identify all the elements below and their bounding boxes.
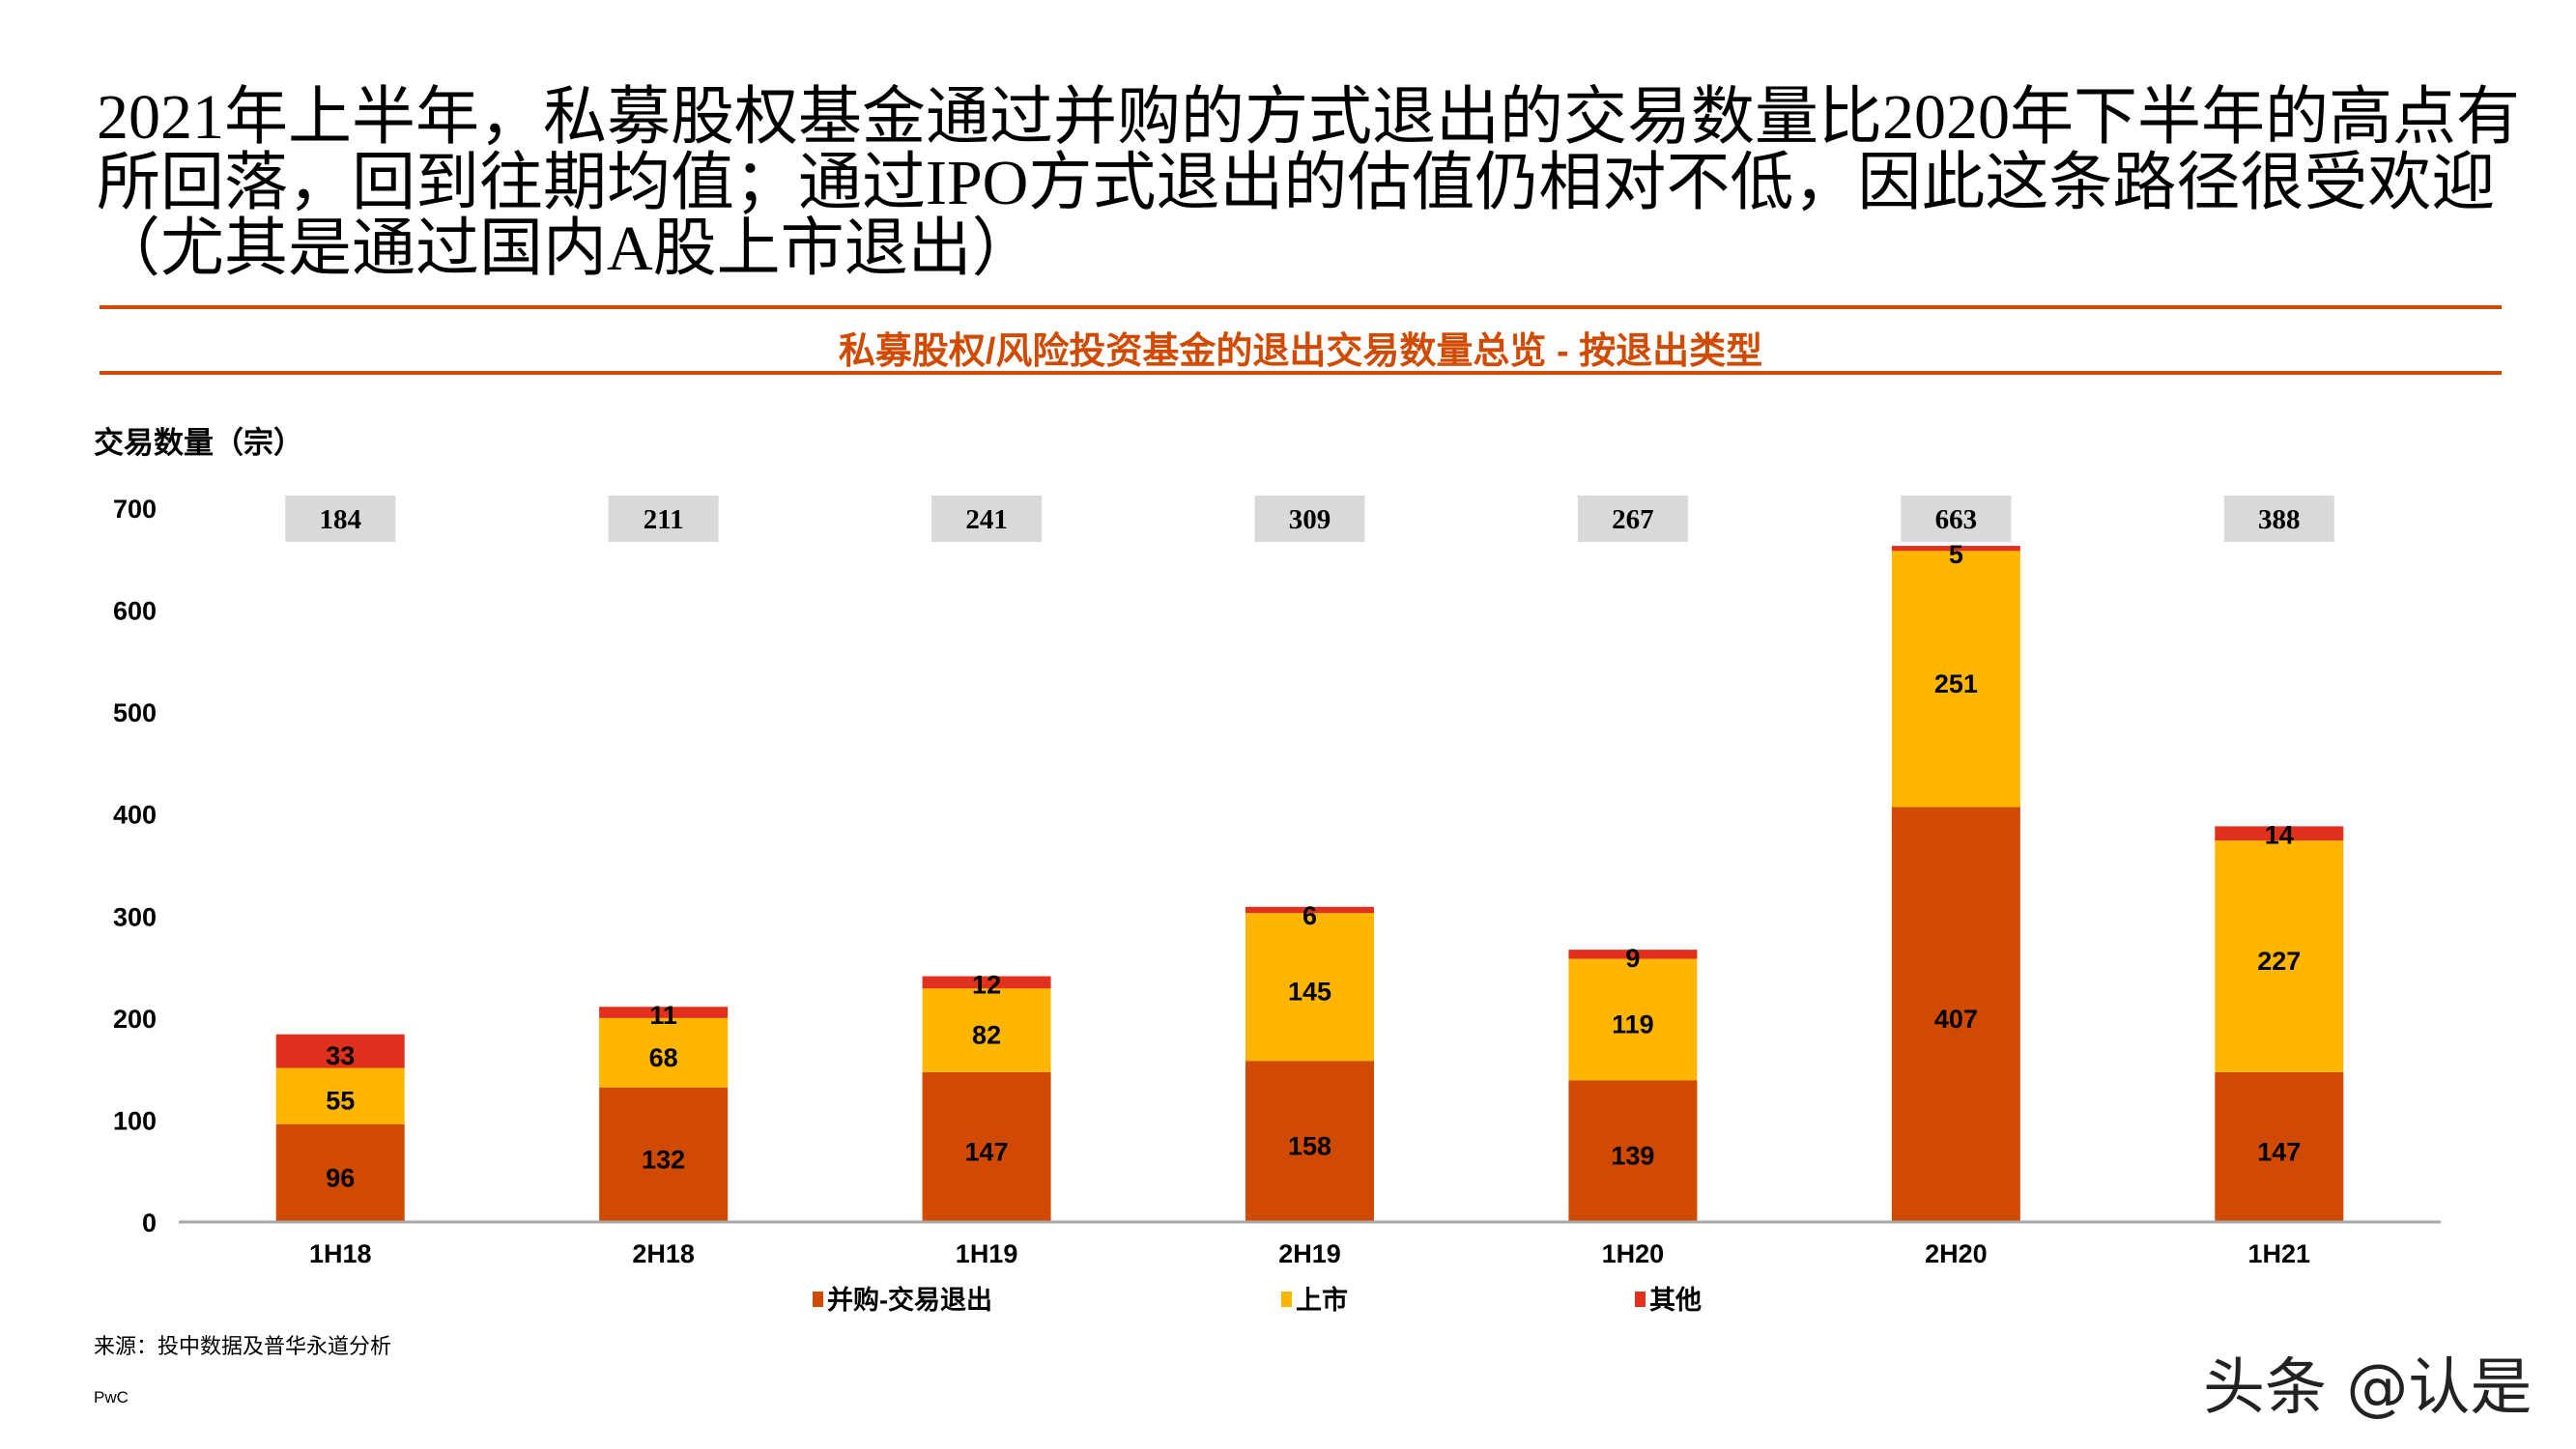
total-box <box>1254 496 1365 542</box>
bar-segment-2H20-1 <box>1891 551 2020 808</box>
data-label: 119 <box>1612 1009 1654 1038</box>
legend-swatch <box>813 1292 823 1307</box>
bar-segment-1H19-1 <box>922 988 1051 1072</box>
data-label: 33 <box>326 1041 355 1070</box>
x-tick-label: 1H18 <box>309 1239 372 1268</box>
bar-segment-2H18-0 <box>599 1087 729 1222</box>
bar-segment-2H19-1 <box>1245 913 1374 1062</box>
bar-segment-1H18-0 <box>275 1123 405 1222</box>
total-label: 309 <box>1289 504 1331 535</box>
x-tick-label: 1H21 <box>2248 1239 2311 1268</box>
watermark: 头条 @认是 <box>2203 1352 2533 1424</box>
x-tick-label: 1H19 <box>956 1239 1018 1268</box>
y-tick-label: 600 <box>113 597 157 626</box>
source-note: 来源：投中数据及普华永道分析 <box>94 1334 392 1358</box>
data-label: 158 <box>1288 1132 1331 1161</box>
legend-label: 其他 <box>1649 1286 1702 1315</box>
y-tick-label: 500 <box>113 698 157 727</box>
legend-label: 上市 <box>1296 1285 1348 1315</box>
data-label: 12 <box>972 971 1001 1000</box>
data-label: 9 <box>1625 944 1640 973</box>
total-label: 388 <box>2258 504 2301 535</box>
total-box <box>1577 496 1688 542</box>
total-label: 241 <box>965 504 1008 535</box>
slide-title: 2021年上半年，私募股权基金通过并购的方式退出的交易数量比2020年下半年的高… <box>97 82 2520 284</box>
data-label: 145 <box>1288 978 1331 1007</box>
y-tick-label: 300 <box>113 902 157 931</box>
data-label: 407 <box>1934 1005 1978 1034</box>
total-box <box>931 496 1043 542</box>
data-label: 82 <box>972 1021 1001 1050</box>
data-label: 96 <box>326 1163 355 1192</box>
total-label: 663 <box>1935 504 1978 535</box>
data-label: 251 <box>1934 669 1978 698</box>
data-label: 55 <box>326 1087 355 1116</box>
total-box <box>2223 496 2334 542</box>
bar-segment-2H19-0 <box>1245 1061 1374 1222</box>
chart-title: 私募股权/风险投资基金的退出交易数量总览 - 按退出类型 <box>838 331 1763 372</box>
bar-segment-2H20-0 <box>1891 807 2020 1222</box>
x-tick-label: 2H20 <box>1925 1239 1988 1268</box>
data-label: 132 <box>642 1145 685 1174</box>
data-label: 5 <box>1949 540 1963 569</box>
data-label: 147 <box>965 1137 1009 1166</box>
x-tick-label: 1H20 <box>1602 1239 1665 1268</box>
bar-segment-1H19-0 <box>922 1071 1051 1222</box>
data-label: 147 <box>2257 1137 2301 1166</box>
data-label: 11 <box>649 1001 677 1030</box>
bar-segment-1H20-0 <box>1568 1080 1698 1222</box>
bar-segment-1H21-1 <box>2215 840 2344 1072</box>
data-label: 6 <box>1302 901 1317 930</box>
y-tick-label: 100 <box>113 1106 157 1135</box>
legend-label: 并购-交易退出 <box>827 1285 992 1315</box>
bar-segment-2H20-2 <box>1891 546 2020 552</box>
y-axis-label: 交易数量（宗） <box>94 426 303 460</box>
bar-segment-1H20-2 <box>1568 950 1698 959</box>
x-tick-label: 2H19 <box>1278 1239 1341 1268</box>
y-tick-label: 200 <box>113 1005 157 1034</box>
total-box <box>285 496 396 542</box>
legend-swatch <box>1635 1292 1646 1307</box>
bar-segment-2H18-2 <box>599 1007 729 1018</box>
data-label: 14 <box>2265 820 2294 849</box>
bar-segment-1H18-1 <box>275 1067 405 1124</box>
bar-segment-2H19-2 <box>1245 906 1374 914</box>
total-label: 211 <box>644 504 684 535</box>
data-label: 68 <box>649 1043 678 1072</box>
bar-segment-2H18-1 <box>599 1017 729 1088</box>
bar-segment-1H19-2 <box>922 976 1051 989</box>
y-tick-label: 0 <box>142 1208 157 1237</box>
x-tick-label: 2H18 <box>632 1239 695 1268</box>
brand-label: PwC <box>94 1388 129 1406</box>
legend-swatch <box>1281 1292 1292 1307</box>
bar-segment-1H18-2 <box>275 1034 405 1068</box>
y-tick-label: 700 <box>113 495 157 524</box>
bar-segment-1H21-2 <box>2215 826 2344 841</box>
top-divider <box>100 305 2502 309</box>
total-label: 184 <box>319 504 361 535</box>
bottom-divider <box>100 371 2502 375</box>
data-label: 227 <box>2257 947 2301 976</box>
bar-segment-1H21-0 <box>2215 1071 2344 1222</box>
data-label: 139 <box>1611 1142 1654 1171</box>
total-box <box>608 496 719 542</box>
total-label: 267 <box>1612 504 1654 535</box>
y-tick-label: 400 <box>113 801 157 830</box>
bar-segment-1H20-1 <box>1568 958 1698 1081</box>
total-box <box>1901 496 2012 542</box>
